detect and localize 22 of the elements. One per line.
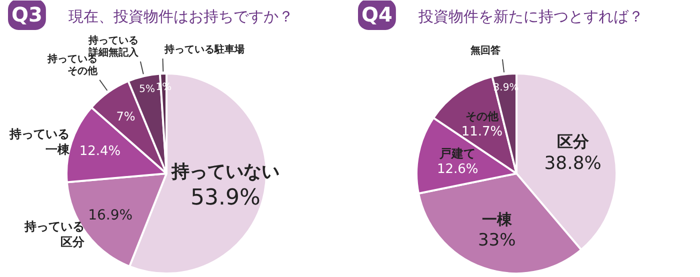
slice-label: 一棟 bbox=[482, 210, 513, 229]
slice-label: 持っている駐車場 bbox=[164, 44, 245, 56]
chart-title: Q4 bbox=[362, 2, 392, 26]
slice-label: 戸建て bbox=[438, 146, 476, 160]
data-label: 11.7% bbox=[461, 124, 503, 140]
data-label: 16.9% bbox=[88, 207, 133, 224]
chart-subtitle: 現在、投資物件はお持ちですか？ bbox=[68, 8, 294, 26]
data-label: 12.4% bbox=[79, 144, 121, 160]
slice-label: 持っていない bbox=[170, 162, 280, 183]
slice-label: その他 bbox=[466, 110, 500, 124]
data-label: 53.9% bbox=[190, 185, 260, 210]
data-label: 38.8% bbox=[544, 153, 602, 174]
slice-label: 持っている区分 bbox=[24, 220, 86, 250]
data-label: 7% bbox=[116, 110, 136, 124]
data-label: 5% bbox=[139, 84, 155, 96]
data-label: 33% bbox=[478, 230, 516, 250]
chart-subtitle: 投資物件を新たに持つとすれば？ bbox=[418, 8, 644, 26]
chart-title: Q3 bbox=[12, 2, 42, 26]
slice-label: 無回答 bbox=[469, 44, 502, 56]
data-label: 12.6% bbox=[436, 162, 478, 178]
slice-label: 区分 bbox=[556, 132, 590, 152]
slice-label: 持っている一棟 bbox=[8, 127, 71, 156]
